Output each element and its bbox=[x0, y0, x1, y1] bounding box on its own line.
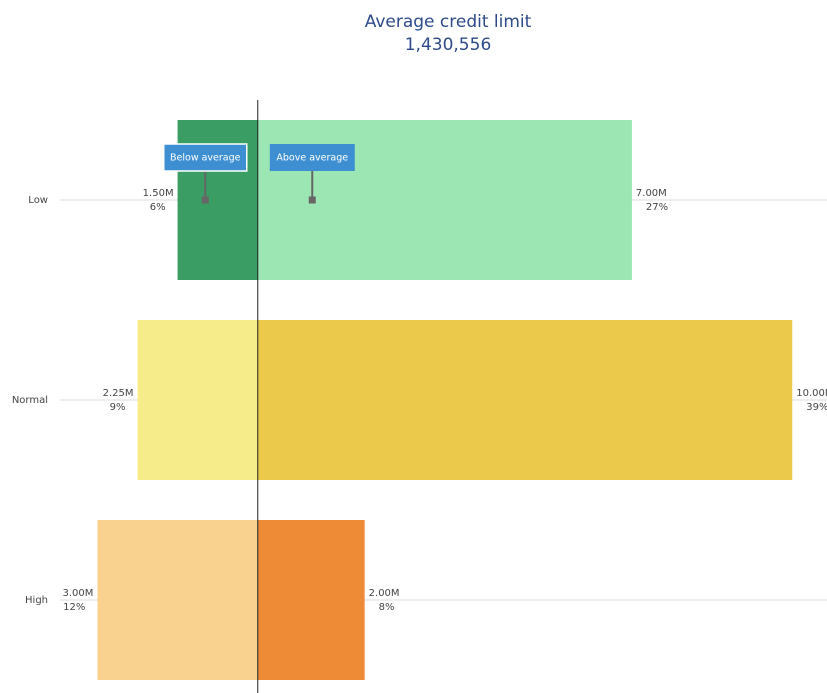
legend-label: Above average bbox=[276, 153, 348, 164]
callout-box bbox=[269, 144, 355, 171]
share-label: 8% bbox=[379, 602, 395, 613]
bar bbox=[137, 320, 258, 480]
value-label: 10.00M bbox=[796, 388, 827, 399]
value-label: 7.00M bbox=[636, 188, 667, 199]
category-label: Low bbox=[28, 195, 48, 206]
share-label: 12% bbox=[63, 602, 85, 613]
share-label: 6% bbox=[150, 202, 166, 213]
value-label: 1.50M bbox=[143, 188, 174, 199]
category-label: High bbox=[25, 595, 48, 606]
share-label: 27% bbox=[646, 202, 668, 213]
value-label: 3.00M bbox=[63, 588, 94, 599]
bar bbox=[257, 520, 365, 680]
category-label: Normal bbox=[12, 395, 48, 406]
callout-box bbox=[163, 143, 248, 172]
legend-label: Below average bbox=[170, 153, 241, 164]
bar bbox=[257, 320, 793, 480]
share-label: 9% bbox=[110, 402, 126, 413]
bar bbox=[97, 520, 258, 680]
chart-subtitle: 1,430,556 bbox=[405, 35, 492, 55]
value-label: 2.00M bbox=[369, 588, 400, 599]
share-label: 39% bbox=[806, 402, 827, 413]
callout-marker bbox=[201, 196, 209, 204]
value-label: 2.25M bbox=[103, 388, 134, 399]
chart-title: Average credit limit bbox=[365, 12, 532, 32]
callout-marker bbox=[308, 196, 316, 204]
